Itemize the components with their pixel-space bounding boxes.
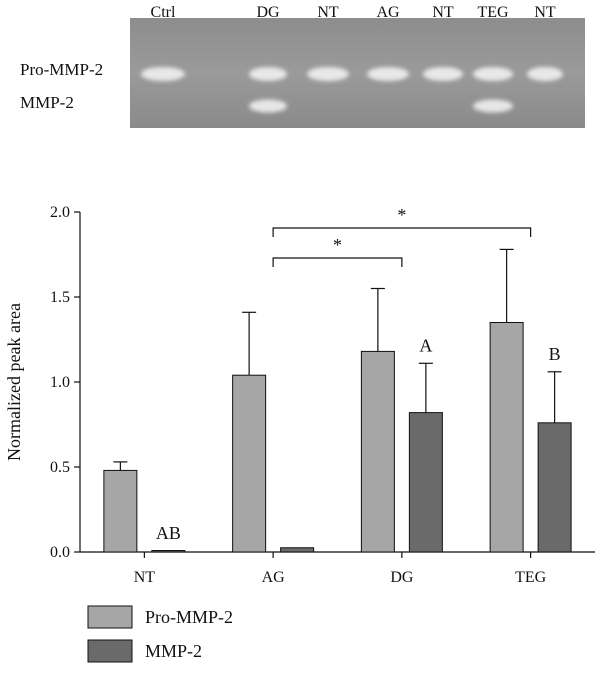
gel-band-pro-4: [423, 67, 463, 81]
legend-swatch-0: [87, 605, 133, 629]
bars: [103, 322, 572, 553]
y-tick-label-0: 0.0: [50, 544, 70, 561]
gel-band-active-1: [249, 99, 287, 113]
significance-bracket-0: [272, 257, 403, 267]
gel-band-pro-2: [307, 67, 349, 81]
significance-label-1: *: [397, 205, 406, 225]
significance-label-0: *: [333, 235, 342, 255]
error-bars: [113, 248, 562, 471]
annotation-2: B: [549, 344, 561, 364]
bar-mmp-2-nt: [151, 550, 186, 553]
gel-lane-label-0: Ctrl: [151, 4, 176, 21]
y-tick-label-3: 1.5: [50, 289, 70, 306]
x-axis: NT AG DG TEG: [80, 551, 595, 586]
gel-band-pro-0: [141, 67, 185, 81]
x-tick-label-2: DG: [390, 569, 414, 586]
annotation-0: AB: [156, 523, 181, 543]
gel-lane-labels: Ctrl DG NT AG NT TEG NT: [151, 4, 556, 21]
y-tick-label-4: 2.0: [50, 204, 70, 221]
legend-label-0: Pro-MMP-2: [145, 607, 233, 627]
band-label-pro-mmp2: Pro-MMP-2: [20, 60, 103, 79]
band-label-mmp2: MMP-2: [20, 93, 74, 112]
bar-annotations: ABA B: [156, 335, 561, 543]
y-axis-label: Normalized peak area: [4, 303, 24, 461]
annotation-1: A: [419, 335, 432, 355]
gel-band-pro-1: [249, 67, 287, 81]
bar-chart: 0.00.51.01.52.0 NT AG DG TEG ABA B ** Normal…: [4, 204, 595, 586]
gel-lane-label-6: NT: [534, 4, 556, 21]
bar-pro-mmp-2-ag: [232, 374, 267, 553]
x-tick-label-0: NT: [134, 569, 156, 586]
y-tick-label-1: 0.5: [50, 459, 70, 476]
y-tick-label-2: 1.0: [50, 374, 70, 391]
gel-band-active-5: [473, 99, 513, 113]
bar-mmp-2-dg: [408, 412, 443, 553]
legend-label-1: MMP-2: [145, 641, 202, 661]
significance-bracket-1: [272, 227, 532, 237]
bar-pro-mmp-2-teg: [489, 322, 524, 553]
bar-pro-mmp-2-nt: [103, 469, 138, 553]
gel-band-pro-3: [367, 67, 409, 81]
gel-bands: [141, 67, 563, 113]
gel-band-pro-5: [473, 67, 513, 81]
gel-lane-label-2: NT: [317, 4, 339, 21]
gel-lane-label-1: DG: [256, 4, 280, 21]
gel-lane-label-4: NT: [432, 4, 454, 21]
bar-pro-mmp-2-dg: [360, 350, 395, 553]
gel-panel: Ctrl DG NT AG NT TEG NT Pro-MMP-2 MMP-2: [20, 4, 585, 128]
legend-swatch-1: [87, 639, 133, 663]
gel-lane-label-3: AG: [376, 4, 400, 21]
gel-lane-label-5: TEG: [477, 4, 509, 21]
y-axis: 0.0 0.5 1.0 1.5 2.0: [50, 204, 81, 561]
gel-background: [130, 18, 585, 128]
legend: Pro-MMP-2 MMP-2: [87, 605, 233, 663]
gel-band-pro-6: [527, 67, 563, 81]
bar-mmp-2-teg: [537, 422, 572, 553]
x-tick-label-3: TEG: [515, 569, 547, 586]
bar-mmp-2-ag: [280, 547, 315, 553]
significance-brackets: **: [272, 205, 532, 267]
x-tick-label-1: AG: [262, 569, 286, 586]
